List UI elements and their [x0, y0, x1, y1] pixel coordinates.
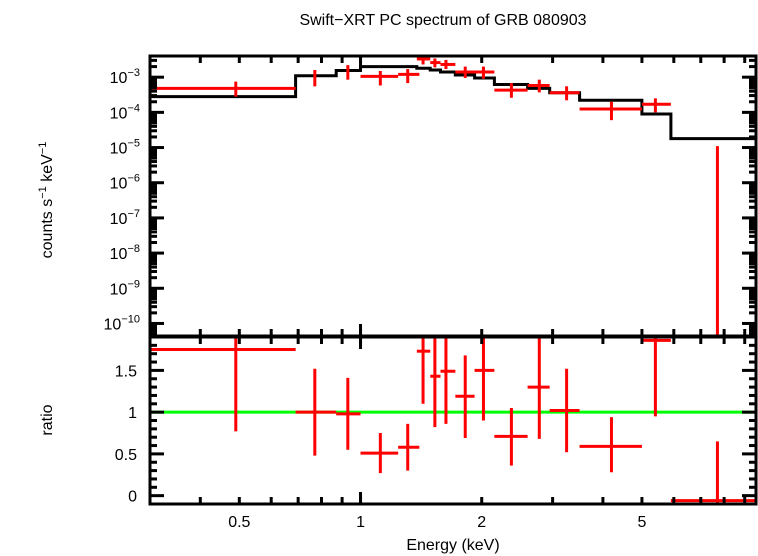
y-tick-base: 10	[110, 211, 128, 228]
y-axis-label-exp2: −1	[37, 142, 49, 155]
data-point	[474, 66, 495, 79]
y-tick-exponent: −7	[127, 208, 140, 220]
y-tick-label: 10−4	[110, 102, 140, 122]
y-tick-label: 0.5	[115, 447, 137, 464]
ratio-point	[440, 337, 456, 424]
ratio-point	[474, 337, 495, 421]
ratio-panel: 0.5 1 2 5 0 0.5 1 1.5	[115, 56, 758, 531]
y-tick-exponent: −10	[121, 313, 140, 325]
y-tick-exponent: −3	[127, 67, 140, 79]
y-tick-exponent: −5	[127, 138, 140, 150]
y-tick-exponent: −9	[127, 278, 140, 290]
y-tick-exponent: −8	[127, 243, 140, 255]
ratio-point	[430, 337, 441, 428]
data-point	[398, 69, 420, 84]
y-tick-label: 1	[128, 405, 137, 422]
y-tick-base: 10	[104, 316, 122, 333]
ratio-point	[670, 441, 756, 504]
y-tick-label: 10−6	[110, 173, 140, 193]
y-axis-label-counts: counts s	[39, 199, 56, 259]
y-tick-label: 0	[128, 489, 137, 506]
y-axis-label-kev: keV	[39, 154, 56, 186]
data-point	[150, 81, 296, 97]
y-axis-label-ratio: ratio	[39, 404, 56, 435]
ratio-point	[398, 423, 420, 471]
ratio-point	[455, 355, 475, 439]
spectrum-panel: 10−310−410−510−610−710−810−910−10	[104, 54, 758, 338]
y-tick-label: 10−7	[110, 208, 140, 228]
y-tick-label: 10−10	[104, 313, 140, 333]
y-tick-exponent: −4	[127, 102, 140, 114]
chart-title: Swift−XRT PC spectrum of GRB 080903	[299, 12, 586, 29]
data-point	[494, 83, 528, 98]
data-point	[579, 101, 642, 121]
ratio-point	[549, 368, 580, 453]
ratio-point	[527, 337, 550, 439]
ratio-point	[150, 337, 296, 432]
ratio-point	[494, 407, 528, 466]
ratio-point	[336, 377, 361, 450]
y-tick-label: 10−3	[110, 67, 140, 87]
y-tick-base: 10	[110, 105, 128, 122]
y-tick-base: 10	[110, 141, 128, 158]
data-point	[641, 98, 671, 113]
data-point	[360, 70, 399, 86]
y-tick-exponent: −6	[127, 173, 140, 185]
y-tick-label: 10−9	[110, 278, 140, 298]
x-tick-label: 5	[637, 514, 646, 531]
data-point	[430, 58, 441, 68]
ratio-point	[295, 368, 337, 456]
y-tick-label: 10−8	[110, 243, 140, 263]
y-tick-base: 10	[110, 70, 128, 87]
y-tick-label: 1.5	[115, 363, 137, 380]
x-axis-label: Energy (keV)	[406, 537, 499, 554]
ratio-point	[579, 417, 642, 473]
ratio-frame	[148, 335, 758, 506]
data-point	[440, 59, 456, 70]
x-tick-label: 0.5	[228, 514, 250, 531]
y-tick-base: 10	[110, 281, 128, 298]
ratio-point	[641, 337, 671, 417]
y-axis-label-exp1: −1	[37, 186, 49, 199]
y-tick-label: 10−5	[110, 138, 140, 158]
model-step-line	[150, 65, 756, 141]
ratio-point	[416, 337, 431, 404]
data-point	[527, 79, 550, 93]
data-point	[455, 66, 475, 78]
y-tick-base: 10	[110, 176, 128, 193]
x-tick-label: 2	[477, 514, 486, 531]
ratio-point	[360, 433, 399, 474]
y-axis-label-spectrum: counts s−1 keV−1	[37, 142, 56, 259]
y-tick-base: 10	[110, 246, 128, 263]
x-tick-label: 1	[356, 514, 365, 531]
data-point	[549, 86, 580, 101]
